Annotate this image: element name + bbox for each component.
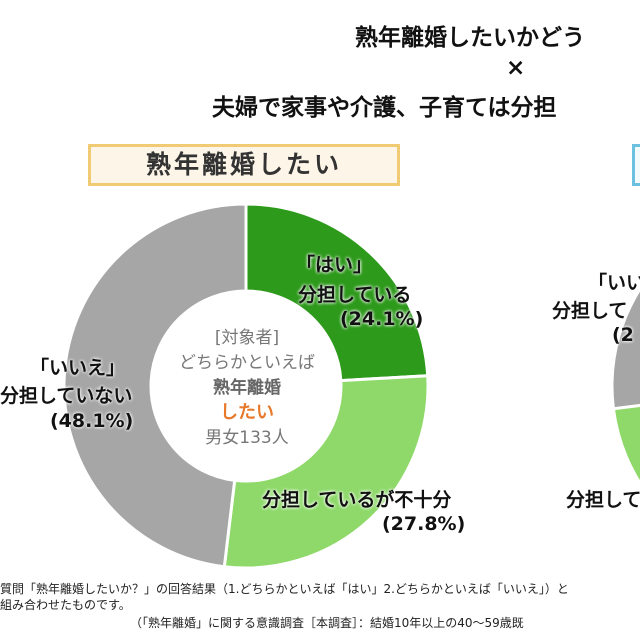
center-line5: 男女133人 xyxy=(205,428,289,448)
title-line2: 夫婦で家事や介護、子育ては分担 xyxy=(212,95,557,121)
label-yes-1: 「はい」 xyxy=(296,254,373,276)
right-chart-header xyxy=(632,144,640,186)
label-yes-pct: (24.1%) xyxy=(340,308,424,330)
center-target: [対象者] xyxy=(214,328,280,348)
source-note: （「熟年離婚」に関する意識調査［本調査］：結婚10年以上の40～59歳既 xyxy=(130,616,524,630)
center-line4: したい xyxy=(220,402,274,423)
donut-slice-2 xyxy=(62,202,248,569)
right-label-a2: 分担して xyxy=(552,300,628,322)
footnote-line1: 質問「熟年離婚したいか？」の回答結果（1.どちらかといえば「はい」2.どちらかと… xyxy=(0,582,569,596)
label-no-1: 「いいえ」 xyxy=(30,357,126,379)
donut-slice-1 xyxy=(222,374,430,570)
label-yes-2: 分担している xyxy=(298,284,412,306)
center-line2: どちらかといえば xyxy=(179,353,315,373)
right-label-a1: 「いい xyxy=(588,272,640,294)
right-donut-slice-gray xyxy=(610,286,640,411)
right-label-a3: (2 xyxy=(612,324,634,346)
footnote-line2: 組み合わせたものです。 xyxy=(0,598,131,612)
title-cross: × xyxy=(506,55,526,81)
label-no-pct: (48.1%) xyxy=(50,410,134,432)
donut-slice-0 xyxy=(244,202,430,383)
right-donut-slice-green xyxy=(611,403,640,486)
center-line3: 熟年離婚 xyxy=(213,378,281,398)
title-line1: 熟年離婚したいかどう xyxy=(355,25,585,51)
right-label-b1: 分担して xyxy=(566,489,640,511)
left-chart-header: 熟年離婚したい xyxy=(88,144,400,186)
label-no-2: 分担していない xyxy=(0,385,133,407)
label-insufficient-pct: (27.8%) xyxy=(382,513,466,535)
label-insufficient: 分担しているが不十分 xyxy=(262,489,452,511)
